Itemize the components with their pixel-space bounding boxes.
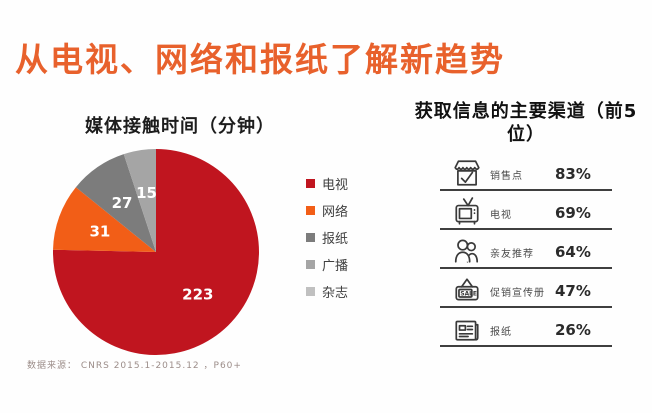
channel-row-brochure: SALE 促销宣传册 47%	[440, 269, 612, 308]
pie-chart-title: 媒体接触时间（分钟）	[85, 116, 275, 137]
tv-icon	[452, 197, 482, 227]
pie-slice-tv	[52, 149, 259, 355]
channel-value-paper: 26%	[555, 321, 591, 339]
channel-label-tv: 电视	[490, 210, 512, 221]
channel-label-friends: 亲友推荐	[490, 249, 534, 260]
pie-legend: 电视 网络 报纸 广播 杂志	[306, 170, 396, 305]
page-title: 从电视、网络和报纸了解新趋势	[15, 40, 505, 80]
channels-title: 获取信息的主要渠道（前5位）	[414, 101, 638, 145]
legend-item-tv: 电视	[306, 170, 396, 197]
legend-item-newspaper: 报纸	[306, 224, 396, 251]
channel-value-tv: 69%	[555, 204, 591, 222]
channel-row-paper: 报纸 26%	[440, 308, 612, 347]
pie-value-label-tv: 223	[182, 286, 213, 304]
channel-row-friends: 亲友推荐 64%	[440, 230, 612, 269]
legend-item-radio: 广播	[306, 251, 396, 278]
legend-label-tv: 电视	[322, 178, 349, 193]
pie-value-label-internet: 31	[89, 223, 110, 241]
legend-swatch-newspaper	[306, 233, 315, 242]
channels-list: 销售点 83% 电视 69%	[440, 152, 612, 347]
pie-slice-radio	[123, 149, 156, 252]
pie-value-label-radio: 15	[136, 184, 157, 202]
legend-swatch-internet	[306, 206, 315, 215]
legend-label-radio: 广播	[322, 259, 349, 274]
channel-row-tv: 电视 69%	[440, 191, 612, 230]
channel-label-brochure: 促销宣传册	[490, 288, 545, 299]
newspaper-icon	[452, 314, 482, 344]
legend-item-magazine: 杂志	[306, 278, 396, 305]
legend-swatch-radio	[306, 260, 315, 269]
legend-swatch-magazine	[306, 287, 315, 296]
channel-value-brochure: 47%	[555, 282, 591, 300]
legend-label-magazine: 杂志	[322, 286, 349, 301]
svg-text:SALE: SALE	[460, 291, 477, 297]
channel-label-pos: 销售点	[490, 171, 523, 182]
source-note: 数据来源： CNRS 2015.1-2015.12 ，P60+	[27, 361, 242, 371]
channel-value-friends: 64%	[555, 243, 591, 261]
channel-row-pos: 销售点 83%	[440, 152, 612, 191]
sale-brochure-icon: SALE	[452, 275, 482, 305]
pie-slice-internet	[53, 187, 156, 252]
legend-label-internet: 网络	[322, 205, 349, 220]
channel-value-pos: 83%	[555, 165, 591, 183]
legend-item-internet: 网络	[306, 197, 396, 224]
legend-label-newspaper: 报纸	[322, 232, 349, 247]
legend-swatch-tv	[306, 179, 315, 188]
pie-value-label-newspaper: 27	[112, 194, 133, 212]
market-stall-icon	[452, 158, 482, 188]
pie-slice-newspaper	[75, 154, 156, 252]
people-icon	[452, 236, 482, 266]
channel-label-paper: 报纸	[490, 327, 512, 338]
